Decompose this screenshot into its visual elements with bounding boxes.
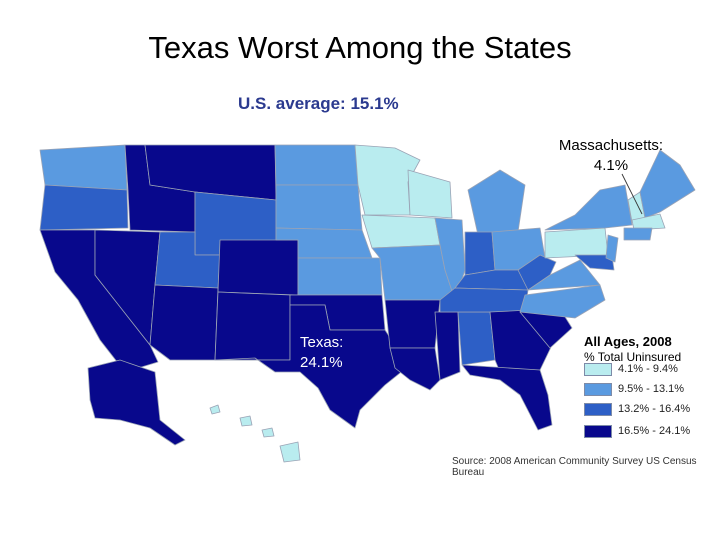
state-new-jersey <box>605 234 619 263</box>
texas-label: Texas: <box>300 334 344 351</box>
massachusetts-callout-line <box>621 173 643 215</box>
state-pennsylvania <box>544 227 609 259</box>
state-arizona <box>149 284 219 361</box>
texas-value: 24.1% <box>300 354 343 371</box>
state-south-dakota <box>275 184 363 231</box>
legend-item: 16.5% - 24.1% <box>584 424 690 438</box>
state-north-carolina <box>519 284 606 319</box>
state-massachusetts <box>631 213 666 231</box>
massachusetts-callout: Massachusetts: 4.1% <box>540 136 682 176</box>
state-north-dakota <box>274 144 359 186</box>
state-kansas <box>297 257 383 296</box>
state-west-virginia <box>517 254 557 291</box>
legend-swatch <box>584 402 612 416</box>
legend-item: 4.1% - 9.4% <box>584 362 678 376</box>
legend-item: 13.2% - 16.4% <box>584 402 690 416</box>
state-maryland-delaware <box>574 254 615 271</box>
legend-swatch <box>584 382 612 396</box>
state-new-mexico <box>214 291 291 361</box>
state-alaska <box>87 359 186 446</box>
state-new-york <box>544 184 633 231</box>
state-iowa <box>361 214 441 249</box>
legend-label: 9.5% - 13.1% <box>618 383 685 395</box>
slide-title: Texas Worst Among the States <box>148 30 572 65</box>
us-average-subtitle: U.S. average: 15.1% <box>238 94 399 113</box>
texas-callout: Texas: 24.1% <box>300 333 343 373</box>
legend-item: 9.5% - 13.1% <box>584 382 684 396</box>
legend-subtitle: % Total Uninsured <box>584 350 682 364</box>
state-wisconsin <box>407 169 453 219</box>
state-oregon <box>39 184 129 231</box>
state-hawaii <box>209 404 301 463</box>
state-tennessee <box>439 287 529 313</box>
map-legend: All Ages, 2008 % Total Uninsured 4.1% - … <box>584 334 714 438</box>
massachusetts-value: 4.1% <box>593 157 629 174</box>
legend-swatch <box>584 424 612 438</box>
state-indiana <box>464 231 496 276</box>
legend-label: 16.5% - 24.1% <box>618 425 691 437</box>
state-arkansas <box>384 299 441 349</box>
legend-label: 4.1% - 9.4% <box>618 363 678 375</box>
state-michigan <box>467 169 526 236</box>
state-connecticut-ri <box>623 227 653 241</box>
state-colorado <box>217 239 299 296</box>
state-alabama <box>457 311 496 366</box>
source-note: Source: 2008 American Community Survey U… <box>452 456 697 478</box>
legend-title: All Ages, 2008 <box>584 334 672 349</box>
massachusetts-label: Massachusetts: <box>558 137 664 154</box>
state-florida <box>461 364 553 431</box>
legend-swatch <box>584 362 612 376</box>
state-louisiana <box>389 347 441 391</box>
state-washington <box>39 144 128 191</box>
legend-label: 13.2% - 16.4% <box>618 403 691 415</box>
state-texas <box>214 304 411 429</box>
